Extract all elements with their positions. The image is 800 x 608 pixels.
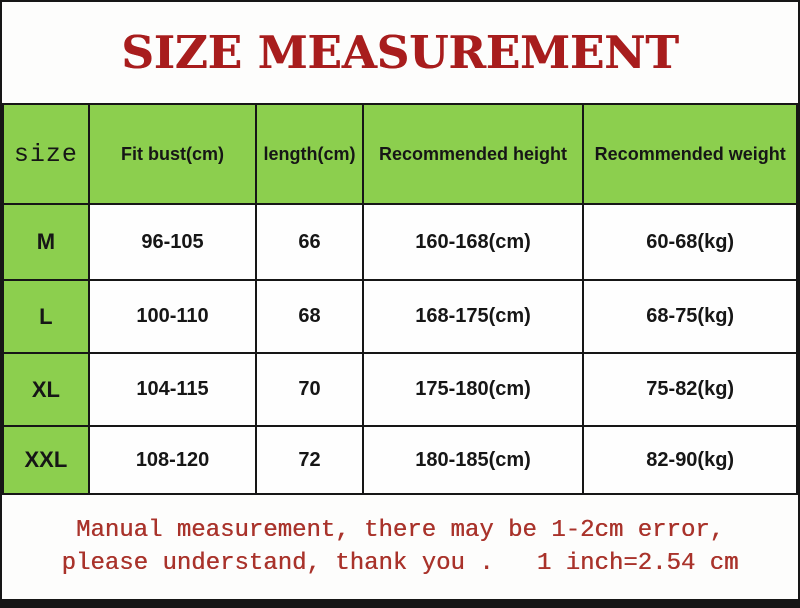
cell-weight: 68-75(kg) [582,279,798,354]
cell-size: XL [2,352,90,427]
cell-bust: 100-110 [87,279,258,354]
cell-length: 70 [255,352,364,427]
col-header-length: length(cm) [255,103,364,205]
note-line-2: please understand, thank you . 1 inch=2.… [61,550,739,577]
note-area: Manual measurement, there may be 1-2cm e… [2,495,798,599]
table-row: XL 104-115 70 175-180(cm) 75-82(kg) [2,352,798,427]
cell-weight: 82-90(kg) [582,425,798,495]
cell-size: XXL [2,425,90,495]
page-title: SIZE MEASUREMENT [121,26,679,79]
note-line-1: Manual measurement, there may be 1-2cm e… [75,517,725,544]
col-header-size: size [2,103,90,205]
cell-bust: 108-120 [87,425,258,495]
table-row: M 96-105 66 160-168(cm) 60-68(kg) [2,203,798,281]
table-row: XXL 108-120 72 180-185(cm) 82-90(kg) [2,425,798,495]
cell-weight: 75-82(kg) [582,352,798,427]
size-measurement-table: size Fit bust(cm) length(cm) Recommended… [2,103,798,495]
cell-height: 168-175(cm) [361,279,585,354]
cell-bust: 104-115 [87,352,258,427]
cell-height: 180-185(cm) [361,425,585,495]
cell-length: 68 [255,279,364,354]
col-header-height: Recommended height [361,103,585,205]
cell-size: L [2,279,90,354]
cell-height: 175-180(cm) [361,352,585,427]
cell-bust: 96-105 [87,203,258,281]
cell-size: M [2,203,90,281]
title-area: SIZE MEASUREMENT [2,2,798,103]
col-header-weight: Recommended weight [582,103,798,205]
cell-height: 160-168(cm) [361,203,585,281]
cell-length: 66 [255,203,364,281]
cell-length: 72 [255,425,364,495]
table-header-row: size Fit bust(cm) length(cm) Recommended… [2,103,798,205]
table-row: L 100-110 68 168-175(cm) 68-75(kg) [2,279,798,354]
col-header-bust: Fit bust(cm) [87,103,258,205]
cell-weight: 60-68(kg) [582,203,798,281]
